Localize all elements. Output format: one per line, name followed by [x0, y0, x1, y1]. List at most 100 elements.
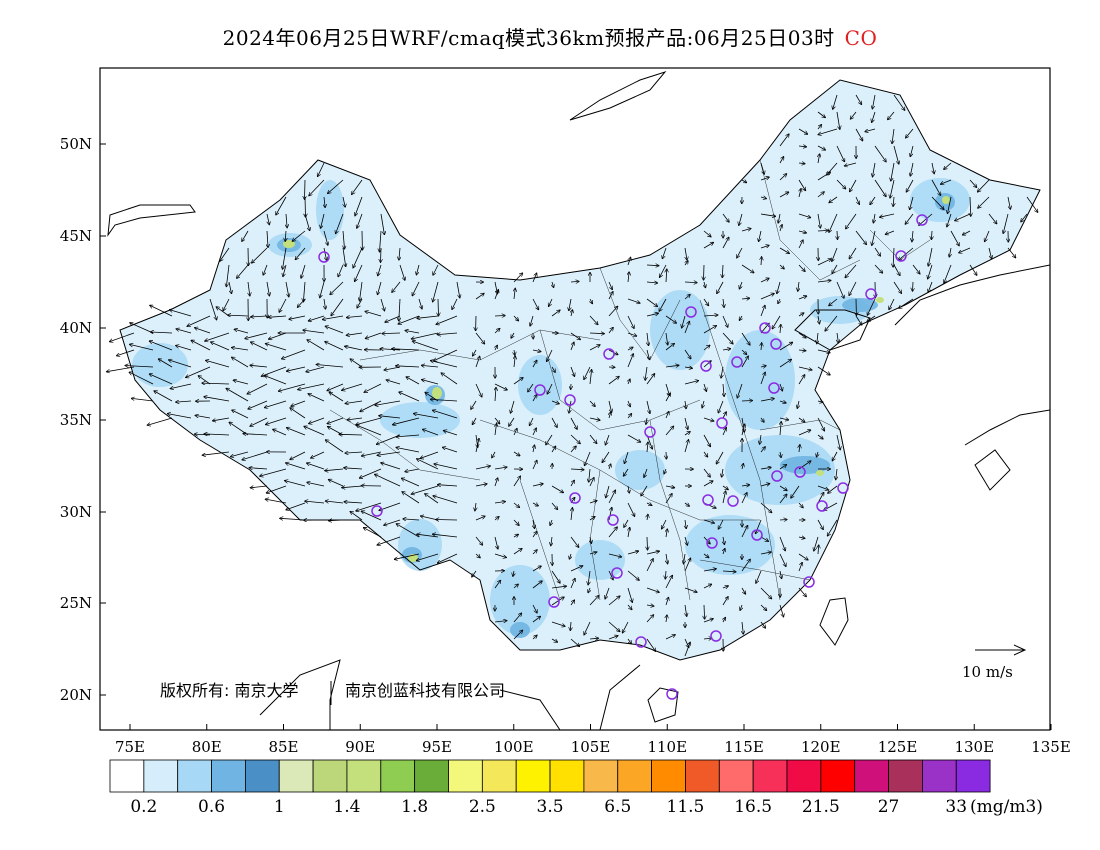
wind-arrow — [931, 230, 932, 239]
wind-arrow — [345, 346, 363, 351]
wind-arrow — [132, 398, 154, 402]
station-marker — [837, 482, 849, 494]
wind-arrow — [941, 179, 952, 184]
wind-arrow — [665, 575, 672, 589]
wind-arrow — [779, 418, 789, 420]
wind-arrow — [646, 638, 656, 651]
wind-arrow — [837, 332, 838, 343]
wind-arrow — [360, 468, 382, 478]
wind-arrow — [589, 552, 597, 554]
wind-arrow — [703, 519, 714, 523]
wind-arrow — [290, 451, 306, 460]
longitude-axis: 75E 80E 85E 90E 95E 100E 105E 110E 115E 120E 125E 1… — [115, 724, 1071, 756]
wind-arrow — [817, 280, 831, 282]
station-marker — [716, 417, 728, 429]
wind-arrow — [685, 536, 687, 545]
wind-arrow — [791, 485, 800, 498]
wind-arrow — [129, 372, 154, 385]
legend-tick: 3.5 — [537, 797, 564, 817]
wind-arrow — [494, 329, 500, 334]
wind-arrow — [833, 94, 838, 109]
wind-arrow — [741, 332, 750, 345]
wind-arrow — [608, 400, 612, 412]
wind-arrow — [513, 570, 514, 576]
station-marker — [635, 636, 647, 648]
wind-arrow — [191, 340, 211, 351]
wind-arrow — [885, 230, 895, 234]
wind-arrow — [380, 213, 384, 235]
wind-arrow — [628, 485, 629, 493]
wind-arrow — [741, 298, 750, 299]
wind-arrow — [399, 392, 420, 402]
wind-arrow — [228, 281, 232, 294]
wind-arrow — [646, 587, 659, 592]
wind-arrow — [250, 417, 268, 426]
wind-arrow — [551, 621, 565, 626]
map-frame — [99, 67, 1051, 731]
wind-arrow — [646, 605, 654, 606]
wind-arrow — [798, 502, 803, 508]
wind-arrow — [353, 247, 363, 268]
wind-arrow — [342, 486, 363, 488]
wind-arrow — [399, 298, 400, 321]
wind-arrow — [779, 401, 786, 403]
wind-arrow — [381, 247, 382, 262]
wind-arrow — [798, 313, 804, 316]
wind-arrow — [304, 426, 325, 436]
wind-arrow — [378, 264, 382, 276]
legend-tick: 1.4 — [333, 797, 360, 817]
wind-arrow — [912, 230, 913, 242]
wind-arrow — [287, 366, 306, 371]
wind-arrow — [585, 451, 591, 466]
wind-arrow — [327, 383, 344, 391]
wind-arrow — [703, 569, 716, 572]
legend-tick: 21.5 — [802, 797, 840, 817]
wind-arrow — [494, 517, 499, 520]
wind-arrow — [779, 192, 789, 198]
wind-arrow — [779, 359, 791, 368]
wind-arrow — [646, 503, 652, 505]
wind-arrow — [437, 333, 458, 335]
wind-arrow — [276, 196, 287, 215]
wind-arrow — [741, 559, 750, 572]
wind-arrow — [666, 597, 669, 606]
wind-arrow — [817, 230, 828, 231]
wind-arrow — [624, 451, 629, 463]
wind-arrow — [283, 247, 287, 269]
wind-arrow — [412, 281, 420, 296]
wind-arrow — [684, 282, 697, 283]
wind-arrow — [250, 365, 268, 367]
wind-arrow — [570, 446, 576, 453]
station-marker — [666, 688, 678, 700]
station-marker — [685, 306, 697, 318]
wind-arrow — [798, 163, 805, 164]
wind-arrow — [216, 307, 230, 317]
station-marker — [751, 529, 763, 541]
wind-arrow — [798, 332, 806, 338]
wind-arrow — [665, 570, 666, 579]
wind-arrow — [818, 315, 819, 324]
page-title: 2024年06月25日WRF/cmaq模式36km预报产品:06月25日03时 C… — [0, 22, 1100, 51]
wind-arrow — [872, 230, 876, 245]
wind-arrow — [865, 128, 876, 132]
wind-arrow — [570, 469, 584, 470]
wind-arrow — [760, 245, 769, 249]
wind-arrow — [551, 586, 566, 588]
wind-arrow — [494, 417, 500, 424]
wind-arrow — [329, 392, 344, 402]
wind-arrow — [760, 399, 774, 402]
wind-arrow — [718, 519, 724, 529]
wind-arrow — [589, 517, 595, 521]
wind-arrow — [290, 408, 306, 419]
wind-arrow — [948, 196, 952, 214]
wind-arrow — [832, 264, 838, 273]
wind-arrow — [395, 553, 420, 559]
wind-arrow — [703, 434, 710, 447]
wind-arrow — [346, 332, 363, 335]
wind-arrow — [665, 494, 672, 504]
station-marker — [371, 505, 383, 517]
wind-arrow — [532, 273, 537, 283]
wind-arrow — [356, 502, 382, 511]
wind-arrow — [647, 514, 648, 521]
wind-arrow — [433, 496, 458, 504]
